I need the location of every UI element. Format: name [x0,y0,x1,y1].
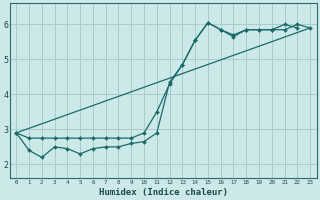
X-axis label: Humidex (Indice chaleur): Humidex (Indice chaleur) [99,188,228,197]
